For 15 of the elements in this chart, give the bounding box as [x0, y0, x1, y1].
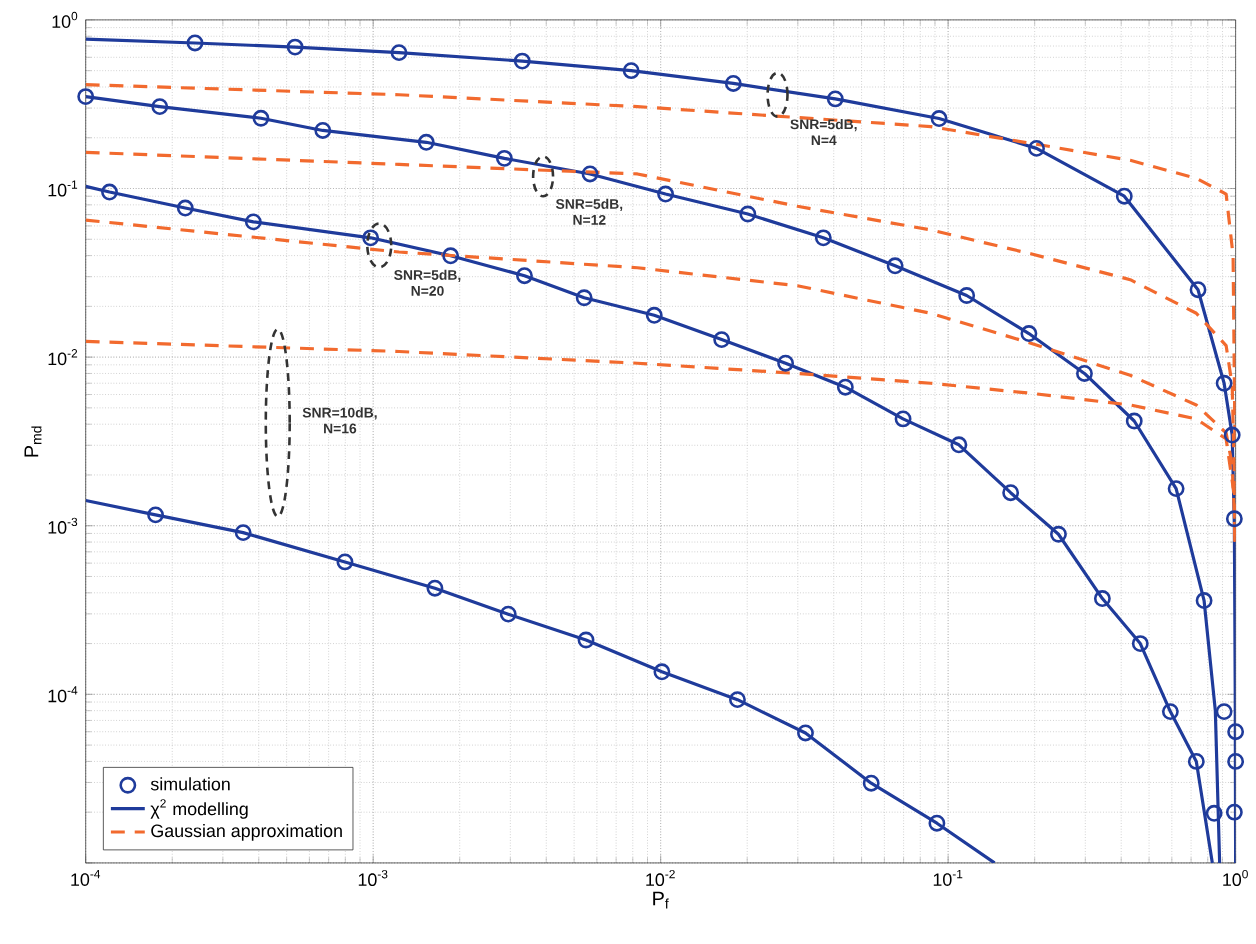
x-axis-title: P$_{f}$	[653, 891, 669, 909]
y-tick-label: 10$^{-4}$	[48, 686, 78, 702]
y-axis-title: P$_{md}$	[24, 426, 42, 457]
x-tick-label: 10$^{-4}$	[71, 869, 101, 886]
legend-label: Gaussian approximation	[151, 823, 342, 841]
legend-label: χ$^{2}$ modelling	[150, 798, 248, 819]
y-tick-label: 10$^{-1}$	[48, 180, 78, 197]
x-tick-label: 10$^{-2}$	[646, 869, 675, 886]
x-tick-label: 10$^{-3}$	[358, 869, 388, 886]
legend-label: simulation	[150, 776, 230, 791]
y-tick-label: 10$^{-3}$	[48, 517, 78, 534]
x-tick-label: 10$^{-1}$	[933, 869, 963, 886]
y-tick-label: 10$^{-2}$	[48, 348, 78, 365]
y-tick-label: 10$^{0}$	[52, 11, 78, 28]
x-tick-label: 10$^{0}$	[1223, 869, 1248, 886]
